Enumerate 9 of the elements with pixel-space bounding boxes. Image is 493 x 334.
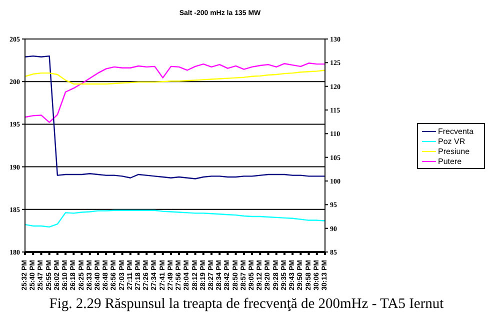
legend-label: Frecventa [438, 126, 474, 136]
line-series [25, 70, 325, 85]
legend-label: Poz VR [438, 136, 466, 146]
legend-label: Presiune [438, 146, 470, 156]
caption: Fig. 2.29 Răspunsul la treapta de frecvenţă de 200mHz - TA5 Iernut [48, 296, 445, 313]
line-series [25, 55, 325, 180]
line-series [25, 210, 325, 228]
line-series [25, 62, 325, 123]
legend-label: Putere [438, 156, 462, 166]
